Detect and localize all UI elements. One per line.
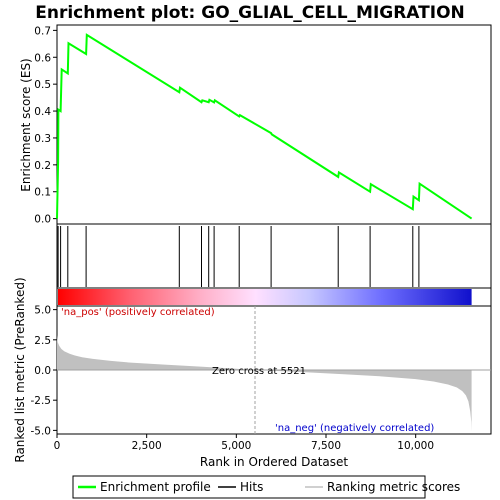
metric-y-tick-label: 5.0: [34, 305, 51, 317]
es-y-tick-label: 0.5: [34, 79, 51, 91]
chart-title: Enrichment plot: GO_GLIAL_CELL_MIGRATION: [35, 3, 465, 23]
zero-cross-label: Zero cross at 5521: [212, 366, 306, 377]
hits-lines: [57, 226, 420, 287]
es-y-tick-label: 0.0: [34, 214, 51, 226]
es-panel: [56, 24, 492, 225]
metric-y-tick-label: 0.0: [34, 365, 51, 377]
x-tick-label: 5,000: [221, 440, 251, 452]
legend-label: Ranking metric scores: [327, 480, 460, 494]
es-y-tick-label: 0.1: [34, 187, 51, 199]
legend: Enrichment profile Hits Ranking metric sco…: [78, 480, 460, 494]
x-axis-title: Rank in Ordered Dataset: [200, 455, 348, 469]
es-y-tick-label: 0.6: [34, 52, 51, 64]
hits-panel: [56, 223, 492, 289]
es-y-axis-title: Enrichment score (ES): [19, 58, 33, 191]
rank-x-ticks: 0 2,500 5,000 7,500 10,000: [54, 434, 434, 452]
es-y-tick-label: 0.7: [34, 25, 51, 37]
rank-colorbar: [58, 289, 472, 305]
neg-label: 'na_neg' (negatively correlated): [275, 423, 434, 434]
legend-label: Enrichment profile: [100, 480, 211, 494]
metric-y-tick-label: -5.0: [31, 425, 52, 437]
metric-y-ticks: -5.0 -2.5 0.0 2.5 5.0: [31, 305, 57, 437]
enrichment-profile-line: [56, 33, 473, 220]
legend-box: [72, 475, 426, 499]
metric-y-axis-title: Ranked list metric (PreRanked): [13, 277, 27, 462]
legend-label: Hits: [240, 480, 263, 494]
x-tick-label: 7,500: [311, 440, 341, 452]
x-tick-label: 2,500: [132, 440, 162, 452]
metric-y-tick-label: -2.5: [31, 395, 52, 407]
metric-y-tick-label: 2.5: [34, 335, 51, 347]
es-y-ticks: 0.0 0.1 0.2 0.3 0.4 0.5 0.6 0.7: [34, 25, 57, 226]
es-y-tick-label: 0.3: [34, 133, 51, 145]
es-y-tick-label: 0.4: [34, 106, 51, 118]
es-y-tick-label: 0.2: [34, 160, 51, 172]
x-tick-label: 0: [54, 440, 61, 452]
pos-label: 'na_pos' (positively correlated): [61, 307, 215, 318]
x-tick-label: 10,000: [397, 440, 434, 452]
